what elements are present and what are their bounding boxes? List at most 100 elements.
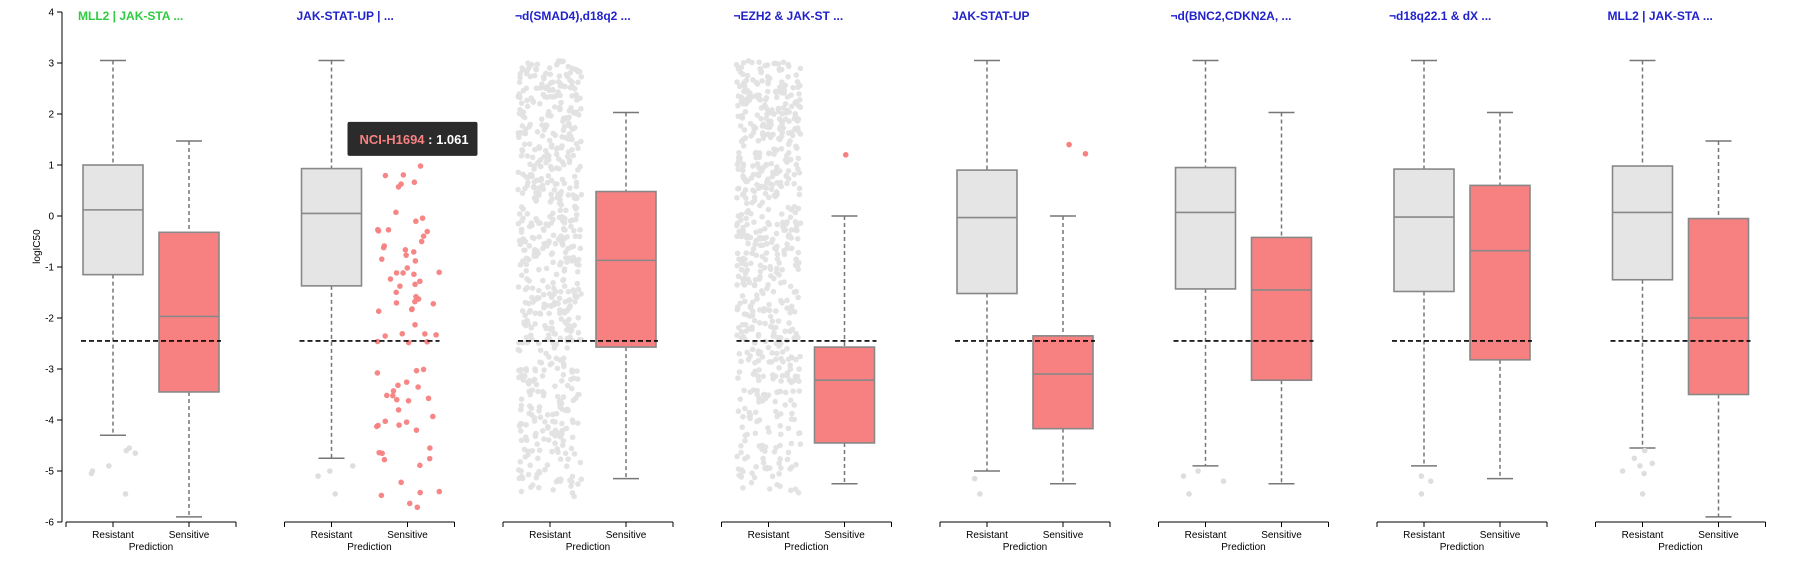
resistant-point [533,189,539,196]
resistant-point [744,72,751,79]
resistant-point [564,382,571,389]
x-tick-label-resistant: Resistant [92,530,134,541]
resistant-point [759,253,766,260]
resistant-point [753,463,759,470]
resistant-point [573,141,580,147]
resistant-point [575,145,581,151]
resistant-point [550,411,556,418]
resistant-point [777,85,784,91]
resistant-point [784,241,790,247]
resistant-point [552,240,559,247]
resistant-point [560,438,567,444]
resistant-point [535,484,542,491]
resistant-point [553,355,560,362]
sensitive-point [426,455,433,462]
resistant-point [752,241,759,248]
resistant-point [523,368,530,374]
resistant-point [744,87,751,94]
resistant-point [774,243,780,250]
resistant-point [750,163,756,169]
resistant-point [773,89,779,96]
resistant-point [751,282,758,289]
resistant-point [561,268,568,274]
sensitive-point [411,271,417,278]
resistant-point [549,86,556,93]
resistant-point [528,332,534,339]
resistant-point [524,211,531,217]
resistant-point [792,373,799,380]
resistant-point [742,298,748,305]
sensitive-point [396,422,402,428]
resistant-point [786,320,792,326]
sensitive-point [413,367,420,374]
resistant-point [539,133,546,139]
resistant-point [765,150,772,157]
resistant-point [735,93,742,99]
resistant-point [544,179,551,186]
sensitive-point [382,333,388,339]
resistant-point [787,362,793,368]
resistant-point [560,360,567,367]
resistant-point [739,321,746,328]
resistant-point [741,127,748,133]
resistant-point [530,299,536,305]
resistant-point [565,192,572,198]
resistant-point [760,455,766,462]
resistant-point [752,430,759,437]
resistant-point [559,133,565,140]
resistant-point [533,215,539,222]
resistant-point [572,298,578,305]
resistant-point [552,132,559,139]
resistant-point [526,123,533,130]
resistant-point [550,486,556,493]
resistant-point [516,475,523,482]
resistant-point [791,289,798,295]
resistant-outlier-point [349,463,356,469]
sensitive-point [376,449,382,456]
resistant-point [530,99,537,105]
resistant-point [774,164,780,170]
resistant-point [531,414,538,421]
resistant-point [778,146,785,152]
y-tick-label: -5 [45,467,54,478]
resistant-point [518,204,525,210]
resistant-point [787,328,793,335]
tooltip-key: NCI-H1694 [360,132,426,147]
resistant-point [518,396,525,402]
resistant-point [768,160,775,167]
sensitive-point [400,270,406,276]
resistant-point [785,168,792,174]
resistant-point [737,396,744,402]
resistant-point [557,476,564,482]
resistant-point [783,153,790,159]
resistant-point [535,388,541,395]
resistant-point [541,367,547,373]
resistant-point [795,102,802,109]
resistant-point [567,303,574,309]
resistant-point [575,314,581,321]
resistant-point [540,226,547,232]
resistant-point [575,286,582,293]
resistant-point [545,284,551,290]
resistant-point [562,83,568,90]
resistant-point [735,185,741,192]
resistant-point [523,268,530,274]
resistant-point [796,388,803,394]
resistant-point [558,202,565,208]
resistant-point [787,309,793,316]
resistant-point [788,245,795,252]
resistant-point [550,259,556,266]
resistant-point [548,327,555,333]
resistant-point [525,320,531,327]
resistant-point [539,83,545,90]
resistant-point [757,97,764,103]
resistant-point [568,327,575,333]
resistant-point [784,159,790,165]
resistant-point [525,381,532,387]
resistant-point [734,250,741,257]
y-tick-label: 3 [48,59,54,70]
resistant-point [752,276,759,283]
resistant-point [777,126,783,132]
resistant-point [536,220,542,227]
resistant-point [778,378,784,384]
